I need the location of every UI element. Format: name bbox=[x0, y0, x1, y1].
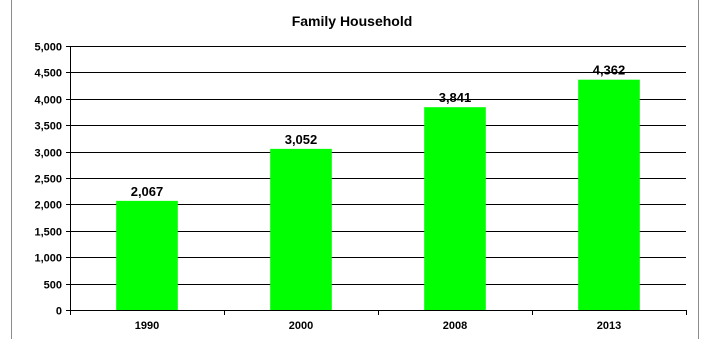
x-tick-label: 1990 bbox=[135, 320, 159, 332]
y-tick-label: 0 bbox=[56, 306, 62, 318]
bar-1990 bbox=[116, 200, 178, 310]
bars bbox=[116, 79, 640, 311]
y-tick-label: 4,500 bbox=[34, 68, 62, 80]
x-tick-label: 2013 bbox=[597, 320, 621, 332]
y-tick-label: 5,000 bbox=[34, 42, 62, 54]
y-tick-label: 2,000 bbox=[34, 200, 62, 212]
data-label: 3,052 bbox=[285, 132, 318, 147]
y-tick-label: 4,000 bbox=[34, 95, 62, 107]
x-tick-label: 2008 bbox=[443, 320, 467, 332]
axes bbox=[66, 46, 687, 315]
bar-2000 bbox=[270, 148, 332, 310]
y-tick-labels: 0 500 1,000 1,500 2,000 2,500 3,000 3,500 4,000 4… bbox=[34, 42, 62, 318]
x-tick-labels: 1990 2000 2008 2013 bbox=[135, 320, 621, 332]
y-tick-label: 3,500 bbox=[34, 121, 62, 133]
data-label: 2,067 bbox=[131, 184, 164, 199]
x-tick-label: 2000 bbox=[289, 320, 313, 332]
chart-title: Family Household bbox=[292, 13, 413, 29]
y-tick-label: 2,500 bbox=[34, 174, 62, 186]
y-tick-label: 1,000 bbox=[34, 253, 62, 265]
data-labels: 2,067 3,052 3,841 4,362 bbox=[131, 63, 626, 199]
data-label: 3,841 bbox=[439, 90, 472, 105]
y-tick-label: 1,500 bbox=[34, 227, 62, 239]
y-tick-label: 3,000 bbox=[34, 148, 62, 160]
bar-2008 bbox=[424, 107, 486, 311]
bar-2013 bbox=[578, 79, 640, 310]
data-label: 4,362 bbox=[593, 63, 626, 78]
y-tick-label: 500 bbox=[44, 280, 62, 292]
